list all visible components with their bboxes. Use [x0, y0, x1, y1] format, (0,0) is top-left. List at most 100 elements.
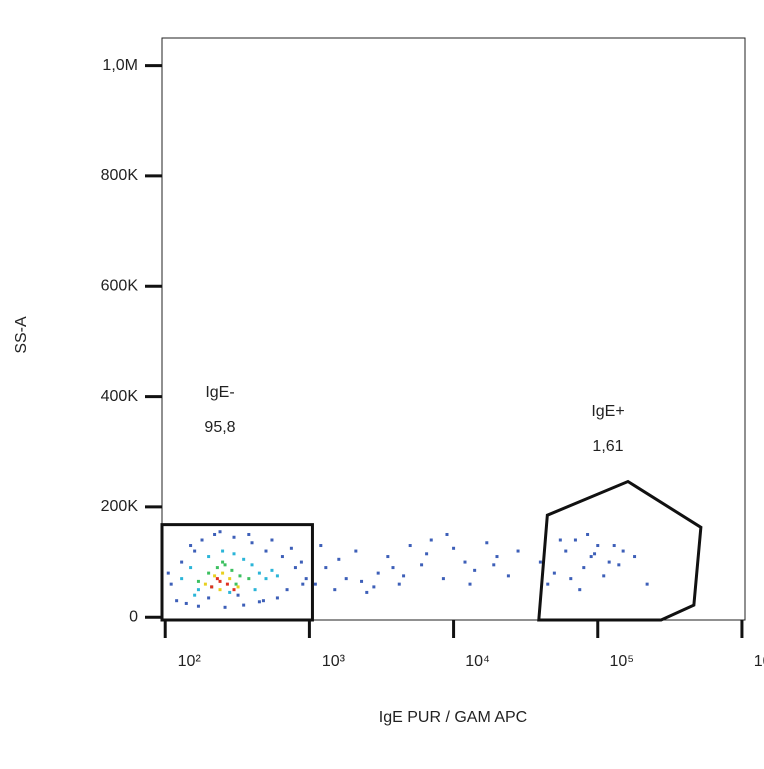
data-point	[617, 563, 621, 567]
data-point	[193, 593, 197, 597]
data-point	[225, 582, 229, 586]
data-point	[270, 538, 274, 542]
x-tick-label: 10³	[322, 653, 346, 670]
data-point	[538, 560, 542, 564]
data-point	[495, 555, 499, 559]
data-point	[242, 557, 246, 561]
data-point	[586, 532, 590, 536]
data-point	[420, 563, 424, 567]
data-point	[293, 566, 297, 570]
data-point	[516, 549, 520, 553]
data-point	[376, 571, 380, 575]
x-tick-label: 10²	[178, 653, 202, 670]
data-point	[257, 571, 261, 575]
data-point	[485, 541, 489, 545]
data-point	[441, 577, 445, 581]
gate-label: IgE+	[591, 403, 624, 420]
data-point	[218, 530, 222, 534]
data-point	[223, 605, 227, 609]
data-point	[573, 538, 577, 542]
data-point	[203, 582, 207, 586]
data-point	[365, 590, 369, 594]
gate-label: IgE-	[205, 384, 234, 401]
data-point	[344, 577, 348, 581]
data-point	[196, 588, 200, 592]
data-point	[207, 555, 211, 559]
data-point	[230, 568, 234, 572]
data-point	[210, 585, 214, 589]
data-point	[299, 560, 303, 564]
data-point	[232, 588, 236, 592]
data-point	[218, 588, 222, 592]
data-point	[468, 582, 472, 586]
data-point	[218, 579, 222, 583]
data-point	[221, 549, 225, 553]
data-point	[221, 560, 225, 564]
data-point	[213, 574, 217, 578]
data-point	[189, 566, 193, 570]
gate-percent: 95,8	[204, 419, 235, 436]
data-point	[285, 588, 289, 592]
x-axis-label: IgE PUR / GAM APC	[379, 709, 527, 726]
data-point	[236, 593, 240, 597]
gate	[537, 479, 703, 622]
data-point	[402, 574, 406, 578]
gate-percent: 1,61	[592, 438, 623, 455]
data-point	[228, 577, 232, 581]
data-point	[319, 544, 323, 548]
data-point	[228, 590, 232, 594]
data-point	[596, 544, 600, 548]
y-tick-label: 600K	[101, 277, 139, 294]
data-point	[612, 544, 616, 548]
data-point	[280, 555, 284, 559]
data-point	[232, 552, 236, 556]
data-point	[333, 588, 337, 592]
data-point	[264, 549, 268, 553]
data-point	[473, 568, 477, 572]
data-point	[589, 555, 593, 559]
data-point	[275, 596, 279, 600]
data-point	[558, 538, 562, 542]
data-point	[492, 563, 496, 567]
data-point	[602, 574, 606, 578]
data-point	[391, 566, 395, 570]
data-point	[397, 582, 401, 586]
data-point	[175, 599, 179, 603]
data-point	[223, 563, 227, 567]
data-point	[337, 557, 341, 561]
data-point	[166, 571, 170, 575]
data-point	[242, 603, 246, 607]
y-tick-label: 1,0M	[102, 57, 138, 74]
data-point	[408, 544, 412, 548]
x-tick-label: 10⁴	[465, 653, 490, 670]
data-point	[552, 571, 556, 575]
data-point	[354, 549, 358, 553]
data-point	[234, 582, 238, 586]
data-point	[621, 549, 625, 553]
data-point	[196, 604, 200, 608]
data-point	[257, 600, 261, 604]
data-point	[207, 571, 211, 575]
data-point	[645, 582, 649, 586]
data-point	[247, 577, 251, 581]
data-point	[386, 555, 390, 559]
data-point	[169, 582, 173, 586]
data-point	[360, 579, 364, 583]
data-point	[250, 541, 254, 545]
data-point	[593, 552, 597, 556]
data-point	[270, 568, 274, 572]
data-point	[304, 577, 308, 581]
data-point	[452, 546, 456, 550]
data-point	[261, 599, 265, 603]
data-point	[445, 532, 449, 536]
data-point	[213, 532, 217, 536]
data-point	[275, 574, 279, 578]
data-point	[633, 555, 637, 559]
data-point	[546, 582, 550, 586]
y-tick-label: 400K	[101, 388, 139, 405]
y-tick-label: 200K	[101, 498, 139, 515]
x-tick-label: 10⁵	[610, 653, 634, 670]
x-tick-label: 10⁶	[754, 653, 764, 670]
data-point	[301, 582, 305, 586]
